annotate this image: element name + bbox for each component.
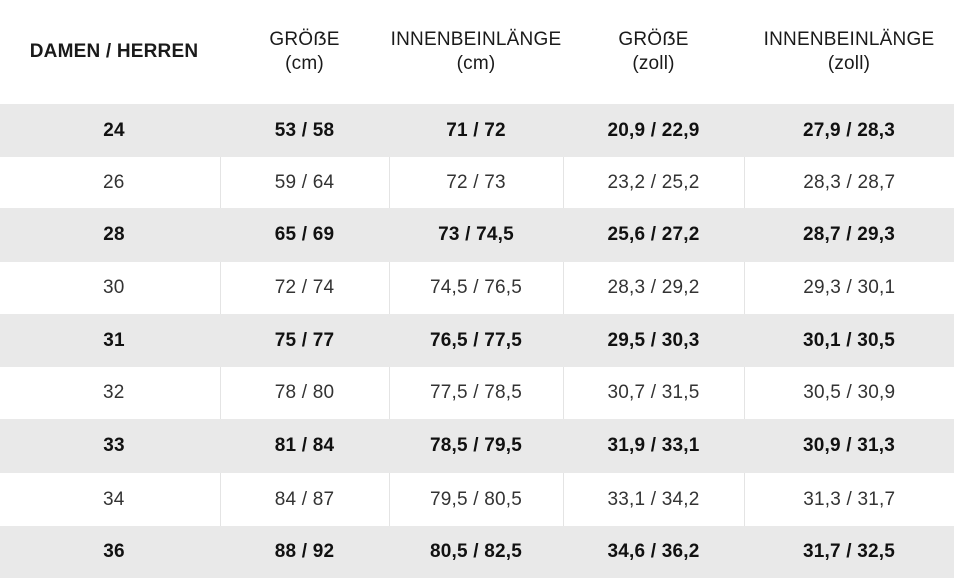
cell-innenbein-zoll: 30,9 / 31,3 — [744, 419, 954, 473]
cell-groesse-zoll: 23,2 / 25,2 — [562, 157, 744, 208]
table-row: 30 72 / 74 74,5 / 76,5 28,3 / 29,2 29,3 … — [0, 262, 954, 314]
cell-groesse-zoll: 29,5 / 30,3 — [563, 314, 744, 367]
cell-innenbein-cm: 76,5 / 77,5 — [389, 314, 563, 367]
cell-innenbein-zoll: 28,3 / 28,7 — [743, 157, 954, 208]
header-unit: (zoll) — [827, 53, 871, 74]
cell-size: 30 — [0, 262, 220, 314]
header-label: INNENBEINLÄNGE — [763, 29, 935, 50]
cell-groesse-cm: 88 / 92 — [220, 526, 389, 578]
cell-size: 28 — [0, 208, 220, 262]
cell-groesse-zoll: 30,7 / 31,5 — [562, 367, 744, 419]
cell-groesse-zoll: 28,3 / 29,2 — [562, 262, 744, 314]
header-groesse-cm: GRÖẞE (cm) — [220, 0, 389, 104]
cell-groesse-cm: 81 / 84 — [220, 419, 389, 473]
cell-innenbein-zoll: 30,1 / 30,5 — [744, 314, 954, 367]
cell-size: 34 — [0, 473, 220, 526]
table-row: 33 81 / 84 78,5 / 79,5 31,9 / 33,1 30,9 … — [0, 419, 954, 473]
header-groesse-zoll: GRÖẞE (zoll) — [563, 0, 744, 104]
cell-innenbein-zoll: 31,7 / 32,5 — [744, 526, 954, 578]
cell-innenbein-zoll: 28,7 / 29,3 — [744, 208, 954, 262]
cell-groesse-zoll: 34,6 / 36,2 — [563, 526, 744, 578]
cell-groesse-zoll: 25,6 / 27,2 — [563, 208, 744, 262]
header-innenbeinlaenge-zoll: INNENBEINLÄNGE (zoll) — [744, 0, 954, 104]
cell-innenbein-cm: 80,5 / 82,5 — [389, 526, 563, 578]
header-label: INNENBEINLÄNGE — [390, 29, 562, 50]
table-row: 31 75 / 77 76,5 / 77,5 29,5 / 30,3 30,1 … — [0, 314, 954, 367]
table-row: 34 84 / 87 79,5 / 80,5 33,1 / 34,2 31,3 … — [0, 473, 954, 526]
cell-innenbein-cm: 72 / 73 — [388, 157, 563, 208]
header-row: DAMEN / HERREN GRÖẞE (cm) INNENBEINLÄNGE… — [0, 0, 954, 104]
cell-size: 26 — [0, 157, 220, 208]
table-row: 24 53 / 58 71 / 72 20,9 / 22,9 27,9 / 28… — [0, 104, 954, 157]
header-innenbeinlaenge-cm: INNENBEINLÄNGE (cm) — [389, 0, 563, 104]
header-label: GRÖẞE — [618, 29, 689, 50]
cell-size: 32 — [0, 367, 220, 419]
cell-size: 24 — [0, 104, 220, 157]
cell-groesse-cm: 75 / 77 — [220, 314, 389, 367]
cell-innenbein-cm: 79,5 / 80,5 — [388, 473, 563, 526]
cell-innenbein-cm: 78,5 / 79,5 — [389, 419, 563, 473]
cell-groesse-cm: 78 / 80 — [219, 367, 389, 419]
header-unit: (zoll) — [632, 53, 675, 74]
cell-innenbein-cm: 71 / 72 — [389, 104, 563, 157]
header-label: DAMEN / HERREN — [29, 41, 199, 62]
cell-groesse-cm: 65 / 69 — [220, 208, 389, 262]
cell-innenbein-zoll: 31,3 / 31,7 — [743, 473, 954, 526]
table-row: 32 78 / 80 77,5 / 78,5 30,7 / 31,5 30,5 … — [0, 367, 954, 419]
cell-groesse-cm: 53 / 58 — [220, 104, 389, 157]
header-damen-herren: DAMEN / HERREN — [0, 0, 220, 104]
cell-innenbein-zoll: 29,3 / 30,1 — [743, 262, 954, 314]
cell-groesse-zoll: 31,9 / 33,1 — [563, 419, 744, 473]
cell-innenbein-cm: 74,5 / 76,5 — [388, 262, 563, 314]
cell-groesse-zoll: 33,1 / 34,2 — [562, 473, 744, 526]
cell-size: 33 — [0, 419, 220, 473]
header-unit: (cm) — [285, 53, 324, 74]
table-row: 36 88 / 92 80,5 / 82,5 34,6 / 36,2 31,7 … — [0, 526, 954, 578]
cell-innenbein-cm: 77,5 / 78,5 — [388, 367, 563, 419]
cell-groesse-cm: 72 / 74 — [219, 262, 389, 314]
cell-size: 31 — [0, 314, 220, 367]
cell-innenbein-zoll: 30,5 / 30,9 — [743, 367, 954, 419]
table-body: 24 53 / 58 71 / 72 20,9 / 22,9 27,9 / 28… — [0, 104, 954, 578]
table-header: DAMEN / HERREN GRÖẞE (cm) INNENBEINLÄNGE… — [0, 0, 954, 104]
cell-size: 36 — [0, 526, 220, 578]
table-row: 26 59 / 64 72 / 73 23,2 / 25,2 28,3 / 28… — [0, 157, 954, 208]
cell-innenbein-zoll: 27,9 / 28,3 — [744, 104, 954, 157]
cell-groesse-zoll: 20,9 / 22,9 — [563, 104, 744, 157]
cell-groesse-cm: 84 / 87 — [219, 473, 389, 526]
header-unit: (cm) — [456, 53, 496, 74]
cell-innenbein-cm: 73 / 74,5 — [389, 208, 563, 262]
cell-groesse-cm: 59 / 64 — [219, 157, 389, 208]
table-row: 28 65 / 69 73 / 74,5 25,6 / 27,2 28,7 / … — [0, 208, 954, 262]
header-label: GRÖẞE — [269, 29, 340, 50]
